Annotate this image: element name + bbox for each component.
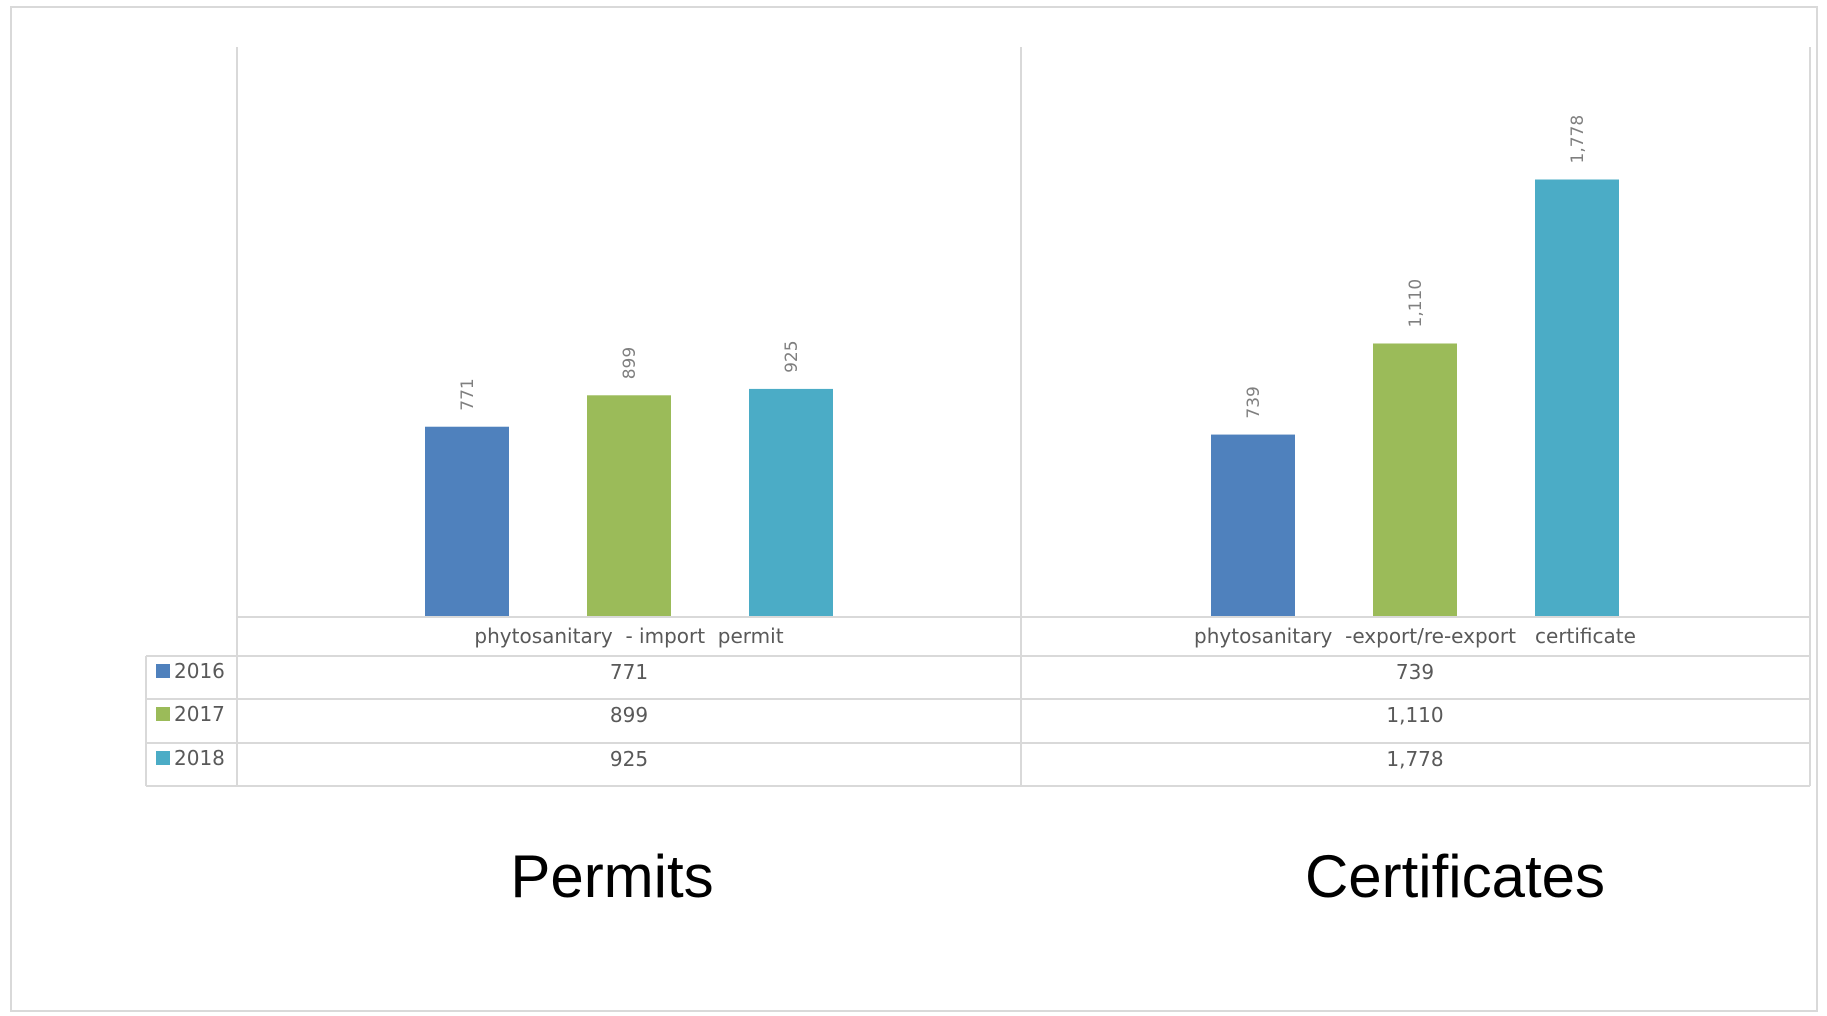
table-cell-2018-1: 1,778 <box>1386 747 1443 771</box>
table-cell-2017-0: 899 <box>610 703 648 727</box>
data-label-2016-0: 771 <box>458 378 478 410</box>
legend-swatch-2017 <box>156 707 170 721</box>
legend-swatch-2018 <box>156 751 170 765</box>
legend-label-2016: 2016 <box>174 659 225 683</box>
bar-2017-export-certificate <box>1373 343 1457 616</box>
data-label-2017-0: 899 <box>620 347 640 379</box>
data-label-2017-1: 1,110 <box>1406 279 1426 328</box>
caption-permits: Permits <box>510 843 713 910</box>
bar-2016-import-permit <box>425 426 509 616</box>
category-label-0: phytosanitary - import permit <box>474 624 783 648</box>
data-table-grid <box>145 47 1811 787</box>
chart-frame <box>10 6 1818 1012</box>
bar-2018-export-certificate <box>1535 179 1619 616</box>
category-label-1: phytosanitary -export/re-export certific… <box>1194 624 1636 648</box>
bar-2017-import-permit <box>587 395 671 616</box>
captions-layer: Permits Certificates <box>510 843 1605 910</box>
bars-layer <box>425 179 1619 616</box>
data-labels-layer: 771 739 899 1,110 925 1,778 <box>458 115 1588 419</box>
bar-2016-export-certificate <box>1211 434 1295 616</box>
table-cell-2016-0: 771 <box>610 660 648 684</box>
legend-swatch-2016 <box>156 664 170 678</box>
data-label-2018-1: 1,778 <box>1568 115 1588 164</box>
table-cell-2016-1: 739 <box>1396 660 1434 684</box>
legend-label-2017: 2017 <box>174 702 225 726</box>
data-label-2018-0: 925 <box>782 340 802 372</box>
bar-2018-import-permit <box>749 388 833 616</box>
legend-label-2018: 2018 <box>174 746 225 770</box>
table-cell-2017-1: 1,110 <box>1386 703 1443 727</box>
caption-certificates: Certificates <box>1305 843 1605 910</box>
table-cell-2018-0: 925 <box>610 747 648 771</box>
data-table-text: 2016 771 739 2017 899 1,110 2018 925 1,778 phytos… <box>156 624 1636 771</box>
data-label-2016-1: 739 <box>1244 386 1264 418</box>
